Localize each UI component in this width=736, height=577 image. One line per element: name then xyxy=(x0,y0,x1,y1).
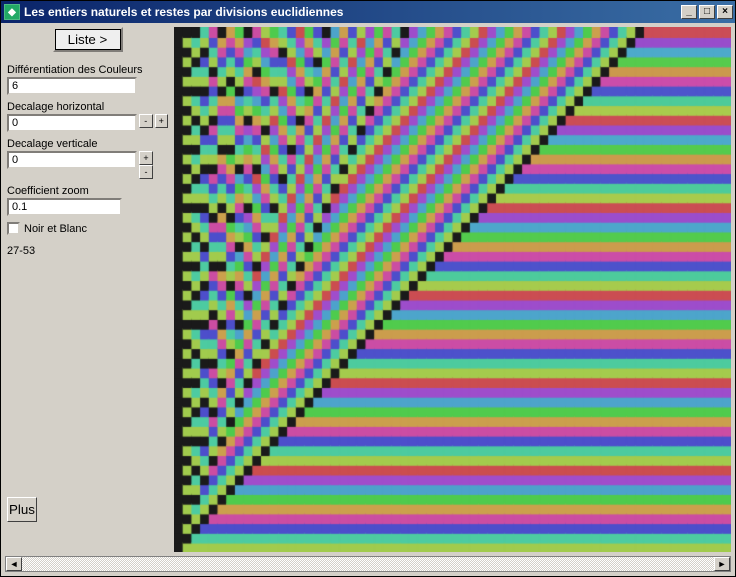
window-title: Les entiers naturels et restes par divis… xyxy=(24,5,681,19)
input-decalage-horizontal[interactable] xyxy=(7,114,137,132)
row-decalage-verticale: + - xyxy=(7,151,168,179)
dec-v-plus-button[interactable]: + xyxy=(139,151,153,165)
dec-h-minus-button[interactable]: - xyxy=(139,114,153,128)
close-button[interactable]: × xyxy=(717,5,733,19)
minimize-button[interactable]: _ xyxy=(681,5,697,19)
coord-readout: 27-53 xyxy=(7,245,168,257)
main-area: Liste > Différentiation des Couleurs Dec… xyxy=(1,23,735,556)
dec-v-spinner: + - xyxy=(139,151,153,179)
input-decalage-verticale[interactable] xyxy=(7,151,137,169)
label-diff-couleurs: Différentiation des Couleurs xyxy=(7,64,168,76)
scroll-track[interactable] xyxy=(22,557,714,571)
row-decalage-horizontal: - + xyxy=(7,114,168,132)
checkbox-noir-blanc[interactable] xyxy=(7,222,20,235)
euclidean-canvas xyxy=(174,27,731,552)
horizontal-scrollbar[interactable]: ◄ ► xyxy=(5,556,731,572)
client-area: Liste > Différentiation des Couleurs Dec… xyxy=(1,23,735,576)
dec-h-plus-button[interactable]: + xyxy=(155,114,169,128)
liste-button[interactable]: Liste > xyxy=(53,27,123,52)
sidebar: Liste > Différentiation des Couleurs Dec… xyxy=(5,27,170,552)
app-window: ◆ Les entiers naturels et restes par div… xyxy=(0,0,736,577)
plus-button[interactable]: Plus xyxy=(7,497,37,522)
scroll-left-button[interactable]: ◄ xyxy=(6,557,22,571)
window-buttons: _ □ × xyxy=(681,5,733,19)
row-noir-blanc: Noir et Blanc xyxy=(7,222,168,235)
label-decalage-horizontal: Decalage horizontal xyxy=(7,101,168,113)
sidebar-spacer xyxy=(7,257,168,497)
scroll-right-button[interactable]: ► xyxy=(714,557,730,571)
app-icon: ◆ xyxy=(4,4,20,20)
visualization-panel xyxy=(174,27,731,552)
titlebar: ◆ Les entiers naturels et restes par div… xyxy=(1,1,735,23)
input-diff-couleurs[interactable] xyxy=(7,77,137,95)
label-noir-blanc: Noir et Blanc xyxy=(24,223,87,235)
label-decalage-verticale: Decalage verticale xyxy=(7,138,168,150)
dec-v-minus-button[interactable]: - xyxy=(139,165,153,179)
input-coeff-zoom[interactable] xyxy=(7,198,122,216)
label-coeff-zoom: Coefficient zoom xyxy=(7,185,168,197)
maximize-button[interactable]: □ xyxy=(699,5,715,19)
